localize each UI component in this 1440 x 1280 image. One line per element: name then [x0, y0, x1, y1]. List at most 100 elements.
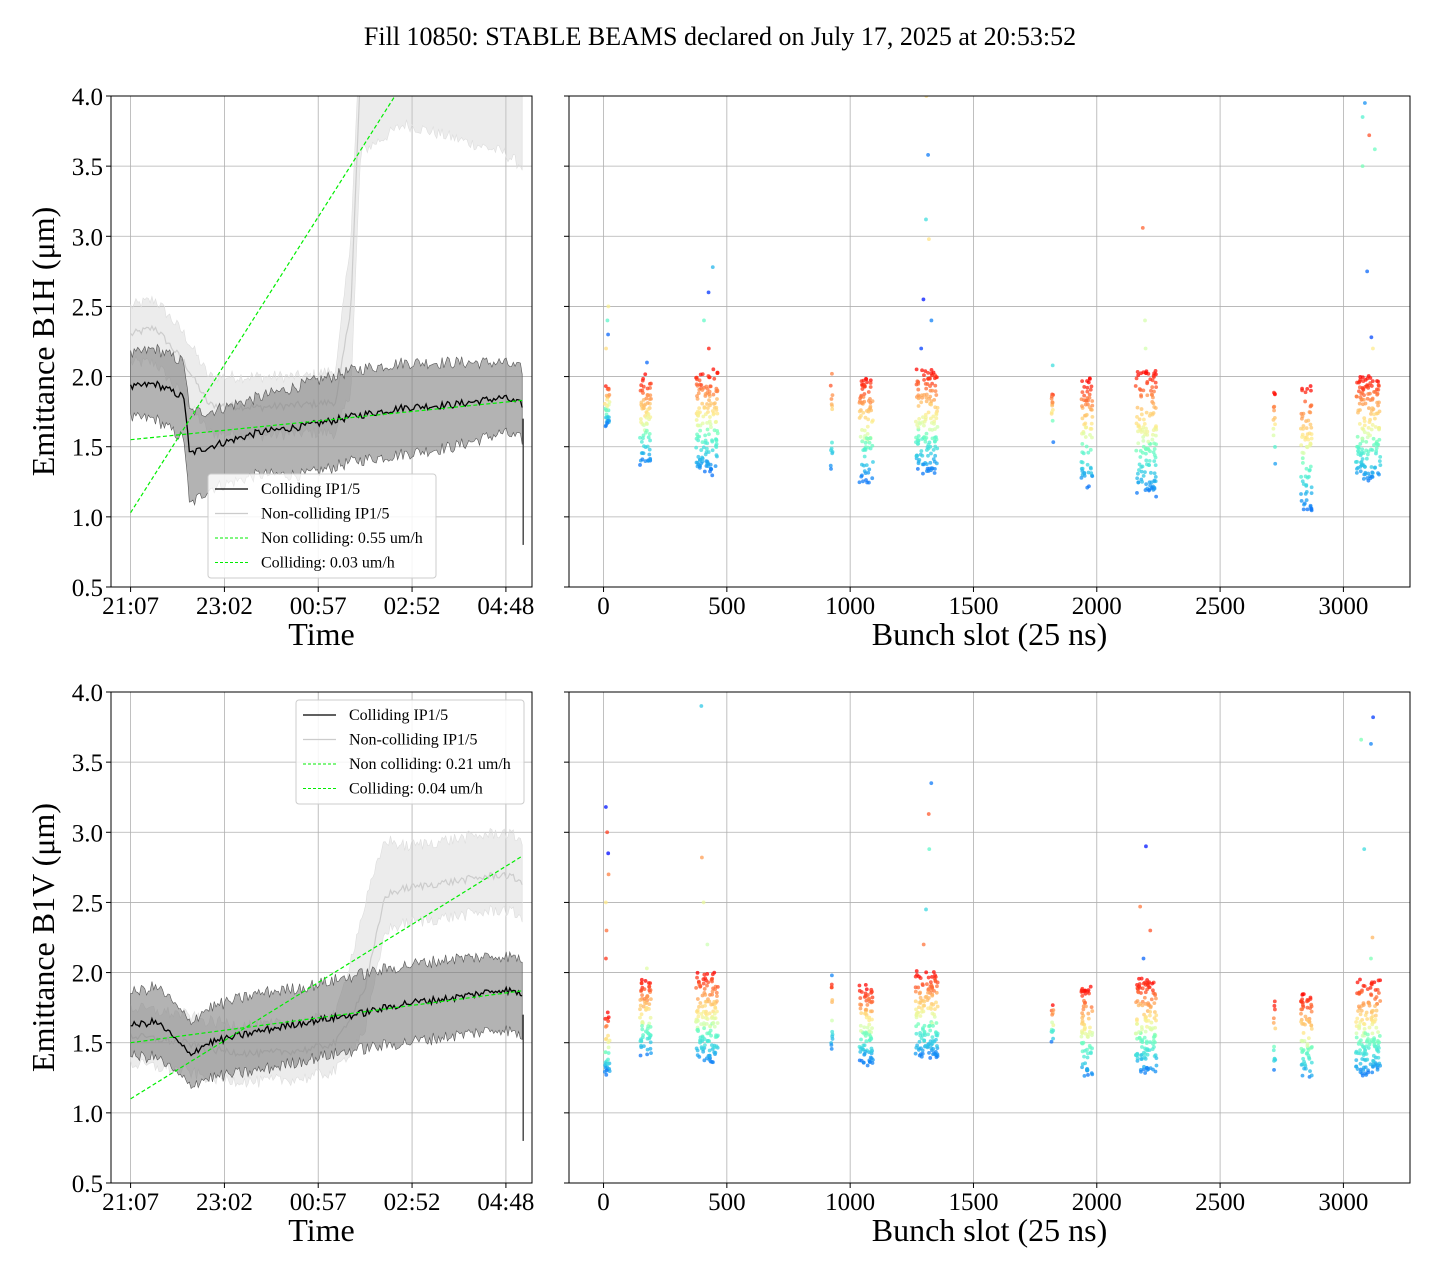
scatter-point [1080, 1019, 1085, 1023]
scatter-point [859, 1046, 864, 1051]
scatter-point [1368, 1062, 1373, 1067]
scatter-point [1145, 1024, 1149, 1029]
scatter-point [643, 979, 648, 983]
scatter-point [705, 387, 710, 391]
scatter-point [1356, 446, 1361, 451]
scatter-point [917, 1005, 921, 1010]
scatter-point [865, 1003, 870, 1007]
scatter-point [1142, 1035, 1147, 1040]
scatter-point-outlier [699, 855, 704, 860]
scatter-point [1307, 1057, 1312, 1061]
scatter-point [865, 380, 869, 385]
scatter-point [933, 405, 938, 410]
scatter-point [712, 999, 717, 1004]
scatter-point [925, 466, 930, 471]
scatter-point [640, 1027, 645, 1032]
scatter-point [1359, 398, 1364, 402]
scatter-point [1376, 1055, 1381, 1060]
scatter-point [1080, 460, 1085, 465]
y-tick-label: 1.5 [72, 435, 103, 462]
scatter-point [1300, 461, 1305, 465]
scatter-point [695, 1008, 700, 1013]
scatter-point [1080, 1062, 1085, 1067]
scatter-point [1080, 404, 1084, 409]
scatter-point [1376, 978, 1381, 983]
scatter-point [1271, 1021, 1276, 1025]
scatter-point [929, 451, 933, 456]
scatter-point [1369, 992, 1373, 997]
legend-label: Colliding IP1/5 [349, 707, 448, 724]
scatter-point [1090, 403, 1095, 408]
scatter-point [1140, 480, 1145, 484]
scatter-point [1362, 1051, 1367, 1056]
scatter-point [639, 1039, 644, 1043]
scatter-point [862, 392, 867, 396]
scatter-point [1366, 449, 1371, 454]
scatter-point [1088, 1050, 1093, 1055]
scatter-point [917, 420, 922, 425]
scatter-point [714, 419, 718, 424]
scatter-point [1137, 417, 1142, 422]
scatter-point [708, 403, 712, 408]
scatter-point [1303, 399, 1308, 404]
scatter-point [1377, 437, 1382, 442]
scatter-point [711, 1060, 715, 1065]
scatter-point [644, 396, 649, 401]
y-tick-label: 1.0 [72, 1101, 103, 1128]
scatter-point [1371, 1064, 1375, 1069]
legend: Colliding IP1/5 Non-colliding IP1/5 Non co… [295, 699, 525, 805]
scatter-point [1083, 402, 1088, 407]
scatter-point [1362, 393, 1366, 398]
scatter-point [922, 1038, 927, 1043]
scatter-point [640, 457, 645, 462]
scatter-point [926, 410, 931, 415]
scatter-point [705, 1038, 710, 1043]
scatter-point [922, 377, 927, 382]
scatter-point [1080, 442, 1085, 446]
scatter-point-outlier [706, 290, 711, 295]
scatter-point [1081, 431, 1086, 436]
scatter-point [699, 448, 704, 452]
scatter-point [1082, 470, 1087, 475]
scatter-point [1372, 1044, 1377, 1049]
scatter-point [647, 1002, 652, 1007]
scatter-point [1154, 385, 1159, 390]
scatter-point [1299, 443, 1304, 448]
scatter-point [931, 1023, 935, 1028]
scatter-point-outlier [929, 781, 934, 786]
scatter-point [1051, 1036, 1056, 1041]
scatter-point [915, 437, 920, 442]
scatter-point [696, 1014, 701, 1019]
scatter-point [932, 397, 937, 402]
scatter-point [1087, 376, 1092, 381]
scatter-point [705, 983, 709, 988]
scatter-point [1085, 1067, 1090, 1072]
scatter-point [604, 408, 609, 412]
scatter-point [639, 988, 644, 993]
scatter-point [1309, 1045, 1314, 1050]
scatter-point [864, 377, 869, 382]
scatter-point [1306, 418, 1311, 423]
x-tick-label: 23:02 [196, 593, 253, 620]
scatter-point-outlier [606, 872, 611, 877]
scatter-point [1080, 379, 1085, 384]
scatter-point [1151, 401, 1156, 406]
scatter-point [1374, 449, 1379, 454]
scatter-point [1299, 492, 1303, 496]
scatter-point [1153, 406, 1158, 410]
scatter-point [932, 439, 937, 444]
scatter-point [1087, 395, 1092, 400]
scatter-point [1080, 1011, 1085, 1016]
scatter-point [1087, 484, 1091, 489]
scatter-point-outlier [830, 371, 834, 376]
scatter-point [1366, 1037, 1370, 1041]
scatter-point [1085, 385, 1090, 390]
scatter-point [928, 460, 933, 465]
scatter-point-outlier [644, 966, 649, 971]
scatter-point [648, 438, 652, 443]
scatter-point [1272, 999, 1277, 1004]
scatter-point [641, 1033, 646, 1037]
scatter-point [869, 1036, 874, 1041]
scatter-point [606, 1051, 611, 1055]
scatter-point [929, 1042, 934, 1047]
